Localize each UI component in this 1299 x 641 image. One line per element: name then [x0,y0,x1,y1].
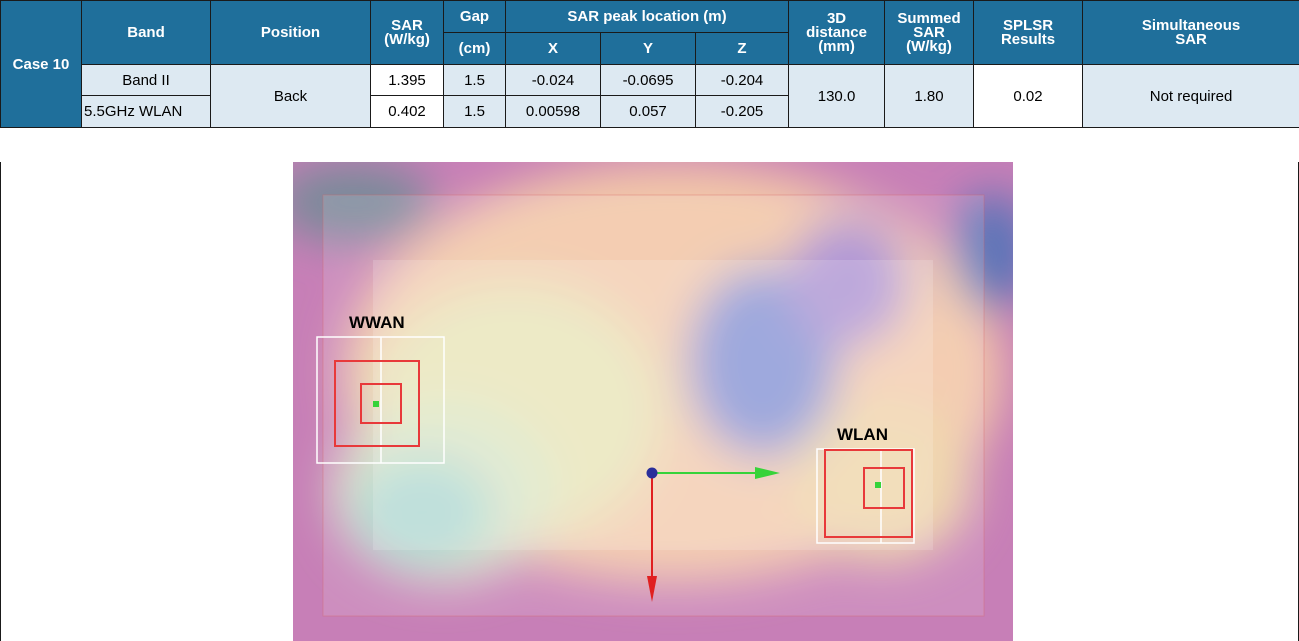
distance-header: 3D distance (mm) [788,0,886,65]
heatmap-blob-edge-blue [953,192,1013,312]
position-header: Position [210,0,371,65]
z-cell: -0.205 [694,95,790,128]
sar-distribution-figure: WWAN WLAN [293,162,1013,641]
x-cell: 0.00598 [505,95,601,128]
y-header: Y [600,32,696,65]
summed-sar-header: Summed SAR (W/kg) [884,0,975,65]
heatmap-blob-orange [793,402,973,562]
device-outline [322,194,985,617]
splsr-cell: 0.02 [973,64,1084,128]
summed-header-line1: Summed [897,9,961,27]
wwan-zoom-frame [334,360,420,447]
splsr-header-line1: SPLSR [1003,16,1054,34]
summed-sar-cell: 1.80 [884,64,975,128]
wlan-peak-point [875,482,881,488]
case-label: Case 10 [0,0,82,128]
wwan-label: WWAN [349,313,405,332]
simultaneous-cell: Not required [1082,64,1299,128]
splsr-header-line2: Results [1000,30,1056,48]
distance-header-line3: (mm) [818,37,855,55]
y-axis-arrow-icon [647,576,657,602]
coordinate-axes [646,467,780,602]
distance-header-line2: distance [806,23,867,41]
band-cell: Band II [81,64,211,96]
x-axis-arrow-icon [755,467,780,479]
band-cell: 5.5GHz WLAN [81,95,211,128]
simul-header-line2: SAR [1175,30,1207,48]
sar-cell: 0.402 [370,95,444,128]
z-cell: -0.204 [694,64,790,96]
table-row: Band II Back 1.395 1.5 -0.024 -0.0695 -0… [1,64,1299,128]
gap-cell: 1.5 [443,95,506,128]
simultaneous-header: Simultaneous SAR [1082,0,1299,65]
summed-header-line2: SAR [913,23,945,41]
band-header: Band [81,0,211,65]
y-cell: -0.0695 [600,64,696,96]
z-header: Z [694,32,790,65]
wwan-antenna-marker: WWAN [316,313,445,464]
gap-cell: 1.5 [443,64,506,96]
distance-cell: 130.0 [788,64,886,128]
summed-header-line3: (W/kg) [906,37,952,55]
sar-header-line2: (W/kg) [384,30,430,48]
gap-header: Gap [443,0,506,33]
splsr-header: SPLSR Results [973,0,1084,65]
wlan-label: WLAN [837,425,888,444]
simul-header-line1: Simultaneous [1141,16,1241,34]
table-row: 5.5GHz WLAN 0.402 1.5 0.00598 0.057 -0.2… [1,95,1299,128]
sar-header: SAR (W/kg) [370,0,444,65]
peak-location-header: SAR peak location (m) [504,0,790,33]
sar-header-line1: SAR [391,16,423,34]
wlan-zoom-frame [824,449,913,538]
heatmap-blob-gray [293,162,433,242]
wwan-peak-frame [360,383,402,424]
position-cell: Back [210,64,371,128]
sar-summary-table: Case 10 Band Position SAR (W/kg) Gap SAR… [0,0,1299,128]
wwan-peak-point [373,401,379,407]
heatmap-blob-violet [788,217,908,347]
distance-header-line1: 3D [826,9,847,27]
origin-point [646,467,658,479]
x-header: X [505,32,601,65]
gap-unit-header: (cm) [443,32,506,65]
heatmap-blob-cyan [353,457,493,567]
wlan-peak-frame [863,467,905,509]
y-cell: 0.057 [600,95,696,128]
wlan-antenna-marker: WLAN [816,425,915,544]
sar-cell: 1.395 [370,64,444,96]
x-cell: -0.024 [505,64,601,96]
